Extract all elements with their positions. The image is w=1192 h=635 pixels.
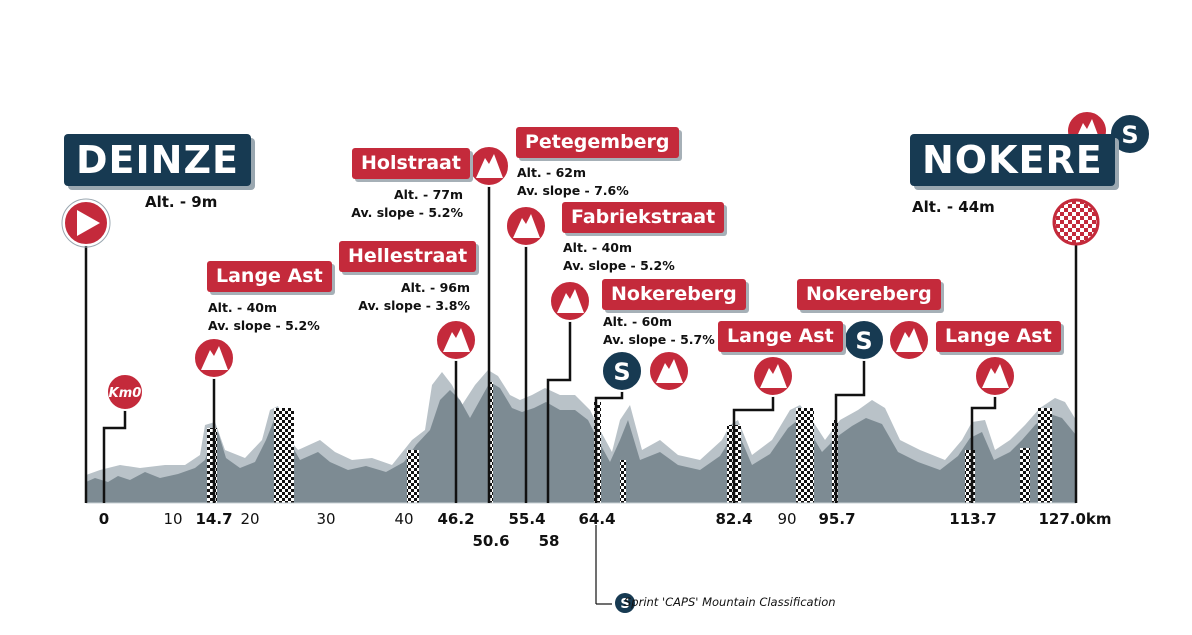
finish-checkered-icon xyxy=(1052,198,1100,246)
climb-info: Alt. - 96m Av. slope - 3.8% xyxy=(358,280,470,313)
sprint-symbol: S xyxy=(1121,121,1138,149)
km-label: 82.4 xyxy=(715,510,753,528)
km-label: 113.7 xyxy=(949,510,997,528)
mountain-icon xyxy=(193,337,235,379)
climb-info: Alt. - 40m Av. slope - 5.2% xyxy=(563,240,675,273)
climb-label: Nokereberg xyxy=(602,279,746,310)
profile-main xyxy=(86,382,1076,503)
km-label: 55.4 xyxy=(508,510,546,528)
km-label: 90 xyxy=(777,510,797,528)
mountain-icon xyxy=(549,280,591,322)
km-label: 0 xyxy=(98,510,110,528)
sprint-icon xyxy=(843,319,885,361)
climb-label: Hellestraat xyxy=(339,241,477,272)
km-label: 14.7 xyxy=(195,510,233,528)
sprint-symbol: S xyxy=(613,358,630,386)
climb-info: Alt. - 77m Av. slope - 5.2% xyxy=(351,187,463,220)
km-label: 127.0km xyxy=(1038,510,1112,528)
km-label: 10 xyxy=(163,510,183,528)
mountain-icon xyxy=(468,145,510,187)
climb-label: Petegemberg xyxy=(516,127,679,158)
mountain-icon xyxy=(435,319,477,361)
marker-lines xyxy=(84,185,1078,503)
climb-label: Nokereberg xyxy=(797,279,941,310)
km-label: 40 xyxy=(394,510,414,528)
start-altitude: Alt. - 9m xyxy=(145,193,218,211)
finish-altitude: Alt. - 44m xyxy=(912,198,995,216)
climb-label: Lange Ast xyxy=(718,321,843,352)
sprint-symbol: S xyxy=(855,327,872,355)
start-town: DEINZE xyxy=(64,134,251,186)
legend-text: Sprint 'CAPS' Mountain Classification xyxy=(624,595,836,609)
km0-icon xyxy=(106,373,144,411)
climb-label: Holstraat xyxy=(352,148,470,179)
sprint-icon xyxy=(601,350,643,392)
km-label: 64.4 xyxy=(578,510,616,528)
km-label: 95.7 xyxy=(818,510,856,528)
km-label: 50.6 xyxy=(472,532,510,550)
climb-label: Lange Ast xyxy=(207,261,332,292)
km-label: 46.2 xyxy=(437,510,475,528)
legend-sprint-icon xyxy=(615,593,635,613)
climb-info: Alt. - 60m Av. slope - 5.7% xyxy=(603,314,715,347)
mountain-icon xyxy=(752,355,794,397)
legend-symbol: S xyxy=(620,597,629,612)
climb-label: Lange Ast xyxy=(936,321,1061,352)
mountain-icon xyxy=(505,205,547,247)
finish-town: NOKERE xyxy=(910,134,1115,186)
cobblestone-sector xyxy=(207,382,1052,503)
km-label: 58 xyxy=(538,532,560,550)
mountain-icon xyxy=(648,350,690,392)
climb-label: Fabriekstraat xyxy=(562,202,725,233)
km-label: 30 xyxy=(316,510,336,528)
climb-info: Alt. - 40m Av. slope - 5.2% xyxy=(208,300,320,333)
km-label: 20 xyxy=(240,510,260,528)
km0-label: Km0 xyxy=(109,386,142,401)
mountain-icon xyxy=(888,319,930,361)
climb-info: Alt. - 62m Av. slope - 7.6% xyxy=(517,165,629,198)
start-flag-icon xyxy=(61,198,111,248)
mountain-icon xyxy=(974,355,1016,397)
